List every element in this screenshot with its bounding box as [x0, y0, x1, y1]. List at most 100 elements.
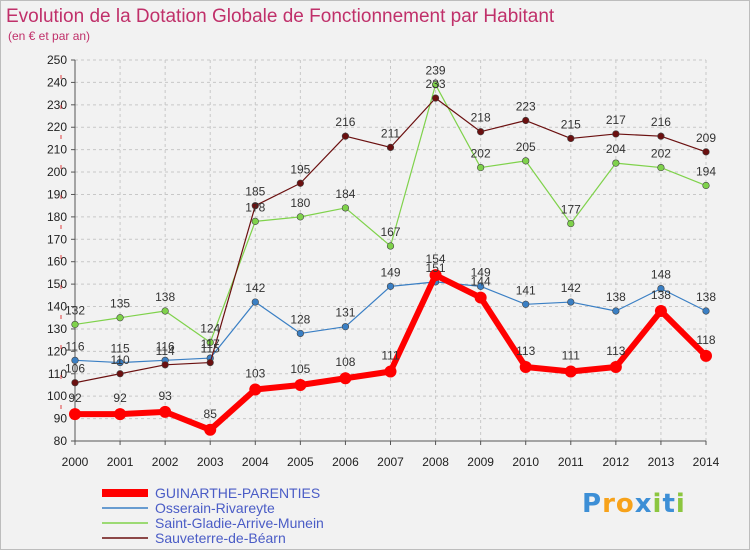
- data-label: 211: [381, 126, 400, 140]
- data-point: [567, 298, 575, 306]
- data-point: [567, 220, 575, 228]
- data-label: 142: [561, 281, 581, 295]
- data-point: [206, 358, 214, 367]
- data-point: [249, 383, 262, 396]
- y-tick-label: 200: [47, 165, 67, 179]
- data-point: [612, 159, 620, 167]
- data-point: [296, 179, 304, 187]
- legend-label: Saint-Gladie-Arrive-Munein: [155, 515, 324, 531]
- data-point: [477, 128, 485, 136]
- data-label: 110: [111, 353, 130, 367]
- data-label: 141: [516, 283, 536, 297]
- data-label: 115: [111, 342, 130, 356]
- data-point: [251, 217, 259, 225]
- data-point: [296, 213, 304, 221]
- data-point: [612, 307, 620, 315]
- proxiti-logo: Proxiti: [582, 489, 686, 519]
- y-tick-label: 140: [47, 300, 67, 314]
- logo-letter: r: [602, 489, 616, 519]
- data-label: 223: [516, 100, 536, 114]
- data-label: 239: [426, 64, 446, 78]
- data-label: 218: [471, 111, 491, 125]
- x-tick-label: 2012: [603, 455, 630, 469]
- data-label: 138: [606, 290, 626, 304]
- data-point: [251, 202, 259, 210]
- y-tick-label: 190: [47, 187, 67, 201]
- data-label: 209: [696, 131, 716, 145]
- chart-subtitle: (en € et par an): [8, 29, 90, 43]
- data-label: 105: [290, 362, 310, 376]
- data-label: 151: [426, 261, 446, 275]
- data-label: 117: [201, 337, 220, 351]
- data-label: 131: [335, 306, 355, 320]
- y-tick-label: 130: [47, 322, 67, 336]
- data-point: [612, 130, 620, 138]
- x-tick-label: 2007: [377, 455, 404, 469]
- data-label: 135: [110, 297, 130, 311]
- data-point: [71, 379, 79, 387]
- x-tick-label: 2009: [467, 455, 494, 469]
- legend-label: GUINARTHE-PARENTIES: [155, 485, 320, 501]
- data-point: [702, 307, 710, 315]
- data-point: [567, 134, 575, 143]
- legend: GUINARTHE-PARENTIESOsserain-RivareyteSai…: [102, 485, 324, 546]
- data-point: [71, 356, 79, 364]
- data-label: 138: [155, 290, 175, 304]
- data-point: [386, 143, 395, 152]
- series: [69, 81, 712, 436]
- data-point: [702, 148, 710, 156]
- data-label: 138: [696, 290, 716, 304]
- data-label: 216: [335, 115, 355, 129]
- data-label: 116: [156, 339, 175, 353]
- data-point: [116, 314, 124, 322]
- data-point: [386, 282, 395, 290]
- data-label: 180: [290, 196, 310, 210]
- data-label: 167: [380, 225, 400, 239]
- y-tick-label: 110: [48, 367, 67, 381]
- chart-title: Evolution de la Dotation Globale de Fonc…: [6, 6, 555, 27]
- y-tick-label: 120: [47, 344, 67, 358]
- x-tick-label: 2002: [152, 455, 179, 469]
- y-tick-label: 100: [47, 389, 67, 403]
- logo-letter: o: [615, 489, 635, 519]
- y-tick-label: 150: [47, 277, 67, 291]
- data-label: 103: [245, 366, 265, 380]
- data-point: [204, 423, 217, 436]
- data-label: 92: [68, 391, 82, 405]
- data-point: [657, 132, 665, 140]
- x-tick-label: 2004: [242, 455, 269, 469]
- data-point: [71, 320, 79, 329]
- data-point: [519, 361, 532, 374]
- x-tick-label: 2008: [422, 455, 449, 469]
- data-label: 115: [201, 342, 220, 356]
- data-label: 144: [471, 275, 491, 289]
- data-point: [474, 291, 487, 304]
- data-point: [431, 94, 440, 102]
- data-point: [522, 116, 530, 125]
- data-point: [702, 181, 710, 190]
- data-point: [294, 378, 307, 391]
- data-point: [116, 370, 124, 378]
- data-label: 185: [245, 185, 265, 199]
- data-point: [339, 372, 352, 385]
- data-point: [69, 408, 81, 421]
- x-tick-label: 2011: [558, 455, 584, 469]
- data-label: 142: [245, 281, 265, 295]
- data-point: [564, 365, 577, 378]
- logo-letter: i: [675, 489, 686, 519]
- y-tick-label: 250: [47, 53, 67, 67]
- data-point: [429, 269, 442, 282]
- data-label: 177: [561, 203, 581, 217]
- x-tick-label: 2013: [648, 455, 675, 469]
- data-label: 108: [335, 355, 355, 369]
- data-label: 118: [696, 333, 715, 347]
- y-tick-label: 180: [47, 210, 67, 224]
- data-label: 184: [335, 187, 355, 201]
- logo-letter: i: [652, 489, 663, 519]
- data-point: [251, 298, 259, 306]
- axes: 8090100110120130140150160170180190200210…: [47, 53, 720, 469]
- data-label: 113: [606, 344, 625, 358]
- data-point: [431, 81, 440, 89]
- data-label: 216: [651, 115, 671, 129]
